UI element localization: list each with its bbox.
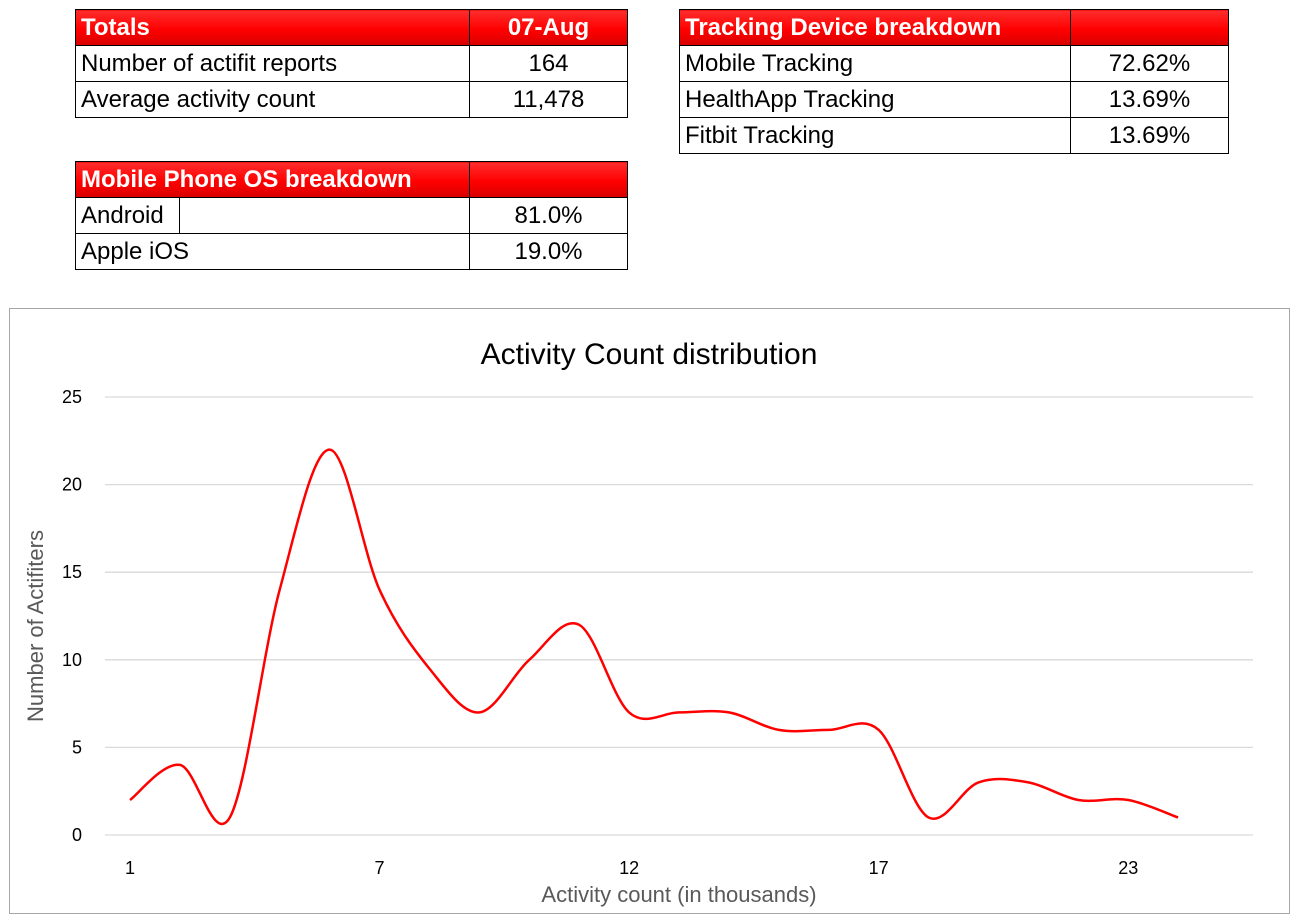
x-tick-label: 12	[619, 858, 639, 878]
y-tick-label: 10	[62, 650, 82, 670]
chart-x-tick-labels: 1 7 12 17 23	[125, 858, 1138, 878]
tracking-header-value	[1070, 9, 1229, 46]
table-row: HealthApp Tracking 13.69%	[679, 81, 1229, 118]
x-tick-label: 17	[869, 858, 889, 878]
totals-row-value: 11,478	[469, 81, 628, 118]
totals-header-label: Totals	[75, 9, 470, 46]
os-header-value	[469, 161, 628, 198]
table-row: Average activity count 11,478	[75, 81, 628, 118]
x-tick-label: 1	[125, 858, 135, 878]
os-row-empty-cell	[179, 197, 470, 234]
tracking-row-label: Fitbit Tracking	[679, 117, 1071, 154]
tracking-row-value: 72.62%	[1070, 45, 1229, 82]
tracking-device-table: Tracking Device breakdown Mobile Trackin…	[679, 9, 1229, 154]
table-row: Apple iOS 19.0%	[75, 233, 628, 270]
x-axis-label: Activity count (in thousands)	[541, 882, 816, 907]
tracking-header-row: Tracking Device breakdown	[679, 9, 1229, 46]
os-row-label: Android	[75, 197, 180, 234]
table-row: Mobile Tracking 72.62%	[679, 45, 1229, 82]
totals-table: Totals 07-Aug Number of actifit reports …	[75, 9, 628, 118]
x-tick-label: 7	[375, 858, 385, 878]
y-tick-label: 0	[72, 825, 82, 845]
tracking-row-value: 13.69%	[1070, 117, 1229, 154]
y-tick-label: 5	[72, 737, 82, 757]
os-row-value: 19.0%	[469, 233, 628, 270]
y-tick-label: 15	[62, 562, 82, 582]
mobile-os-table: Mobile Phone OS breakdown Android 81.0% …	[75, 161, 628, 270]
totals-row-label: Average activity count	[75, 81, 470, 118]
series-line	[129, 448, 1179, 826]
totals-row-label: Number of actifit reports	[75, 45, 470, 82]
chart-title: Activity Count distribution	[481, 338, 818, 371]
os-header-row: Mobile Phone OS breakdown	[75, 161, 628, 198]
y-tick-label: 20	[62, 475, 82, 495]
totals-row-value: 164	[469, 45, 628, 82]
table-row: Fitbit Tracking 13.69%	[679, 117, 1229, 154]
chart-canvas: Activity Count distribution 0 5 10 15 20 25 1…	[23, 338, 1253, 907]
os-row-value: 81.0%	[469, 197, 628, 234]
table-row: Android 81.0%	[75, 197, 628, 234]
chart-y-tick-labels: 0 5 10 15 20 25	[62, 387, 82, 845]
table-row: Number of actifit reports 164	[75, 45, 628, 82]
totals-header-row: Totals 07-Aug	[75, 9, 628, 46]
totals-header-date: 07-Aug	[469, 9, 628, 46]
y-axis-label: Number of Actifiters	[23, 530, 48, 722]
x-tick-label: 23	[1118, 858, 1138, 878]
activity-count-chart: Activity Count distribution 0 5 10 15 20 25 1…	[9, 308, 1290, 914]
tracking-row-label: Mobile Tracking	[679, 45, 1071, 82]
os-header-label: Mobile Phone OS breakdown	[75, 161, 470, 198]
y-tick-label: 25	[62, 387, 82, 407]
tracking-header-label: Tracking Device breakdown	[679, 9, 1071, 46]
tracking-row-value: 13.69%	[1070, 81, 1229, 118]
chart-series-layer	[129, 448, 1179, 826]
tracking-row-label: HealthApp Tracking	[679, 81, 1071, 118]
chart-gridlines	[105, 396, 1253, 836]
os-row-label: Apple iOS	[75, 233, 470, 270]
